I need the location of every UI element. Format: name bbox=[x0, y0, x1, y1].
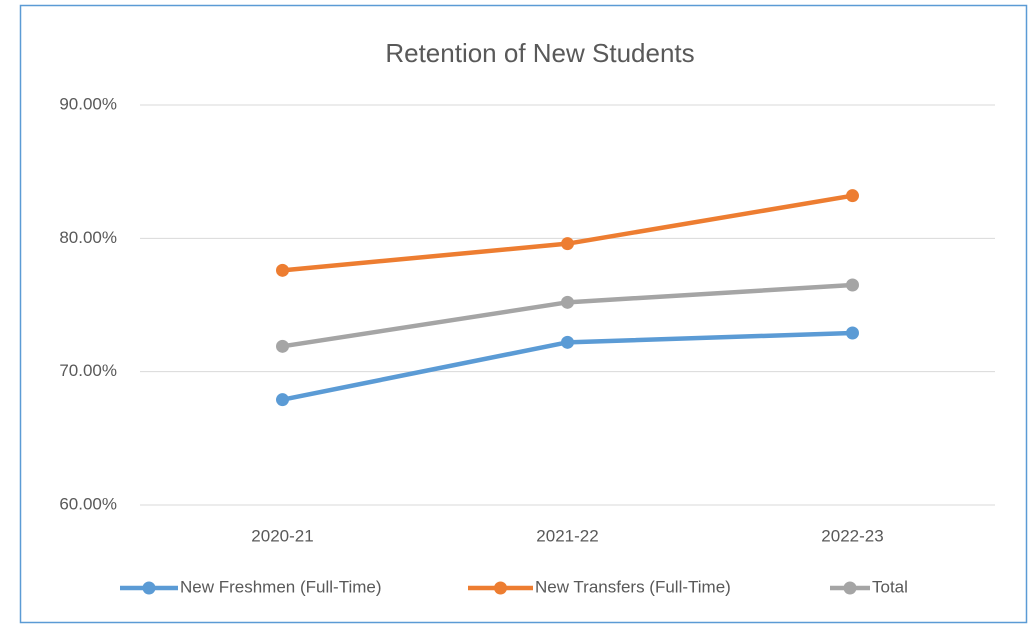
data-point bbox=[276, 263, 289, 277]
x-tick-label: 2020-21 bbox=[251, 526, 313, 545]
x-tick-label: 2021-22 bbox=[536, 526, 598, 545]
y-tick-label: 90.00% bbox=[59, 94, 117, 113]
legend-label: New Transfers (Full-Time) bbox=[535, 577, 731, 596]
data-point bbox=[561, 295, 574, 309]
legend-marker bbox=[494, 581, 507, 595]
data-point bbox=[561, 237, 574, 251]
legend-marker bbox=[142, 581, 156, 595]
y-tick-label: 80.00% bbox=[59, 228, 117, 247]
legend-label: Total bbox=[872, 577, 908, 596]
data-point bbox=[846, 278, 859, 292]
data-point bbox=[276, 339, 289, 353]
x-tick-label: 2022-23 bbox=[821, 526, 883, 545]
data-point bbox=[846, 189, 859, 203]
data-point bbox=[276, 393, 289, 407]
y-tick-label: 60.00% bbox=[59, 494, 117, 513]
chart-title: Retention of New Students bbox=[385, 38, 694, 68]
chart-frame bbox=[19, 4, 1028, 624]
legend-marker bbox=[843, 581, 857, 595]
data-point bbox=[846, 326, 859, 340]
legend-label: New Freshmen (Full-Time) bbox=[180, 577, 382, 596]
y-tick-label: 70.00% bbox=[59, 361, 117, 380]
data-point bbox=[561, 335, 574, 349]
